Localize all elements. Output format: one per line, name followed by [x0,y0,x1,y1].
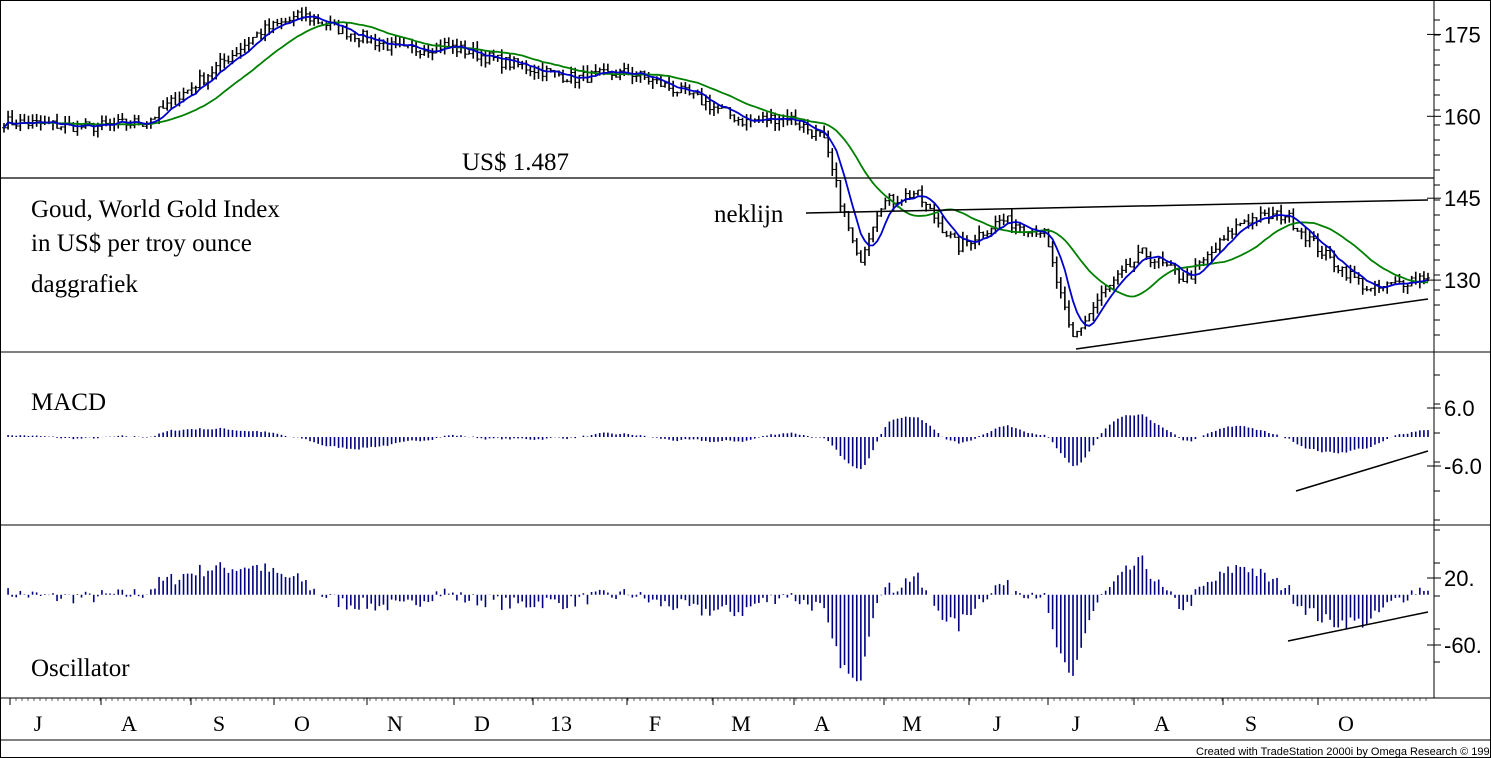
price-tick-label: 160 [1444,104,1481,129]
price-tick-label: 130 [1444,268,1481,293]
level-label: US$ 1.487 [462,149,569,176]
month-label: A [1154,711,1170,736]
oscillator-histogram [7,555,1429,682]
price-tick-label: 175 [1444,22,1481,47]
chart-title-line-2: in US$ per troy ounce [31,230,252,257]
neckline [805,199,1429,214]
oscillator-tick-label: 20. [1444,566,1475,591]
month-label: J [993,711,1002,736]
month-label: D [474,711,490,736]
price-ohlc-bars [2,6,1430,338]
x-axis-ticks: J A S O N D 13 F M A M J J A S O [9,698,1427,736]
month-label: J [1072,711,1081,736]
month-label: A [121,711,137,736]
month-label: 13 [550,711,572,736]
macd-histogram [7,414,1429,470]
oscillator-tick-label: -60. [1444,633,1482,658]
macd-title: MACD [31,389,106,416]
y-axis-ticks: 130 145 160 175 6.0 -6.0 20. -60. [1427,19,1482,663]
month-label: J [34,711,43,736]
month-label: S [213,711,225,736]
support-line [1075,298,1429,350]
month-label: S [1245,711,1257,736]
chart-title-line-1: Goud, World Gold Index [31,196,280,223]
macd-tick-label: -6.0 [1444,454,1482,479]
month-label: O [1338,711,1354,736]
moving-averages [3,15,1429,327]
oscillator-title: Oscillator [31,655,130,682]
month-label: F [649,711,661,736]
month-label: M [902,711,922,736]
ma-fast-line [3,15,1429,327]
chart-title-line-3: daggrafiek [31,271,138,298]
month-label: A [814,711,830,736]
price-tick-label: 145 [1444,186,1481,211]
ma-slow-line [3,21,1428,298]
month-label: M [731,711,751,736]
month-label: O [294,711,310,736]
oscillator-divergence-line [1287,611,1429,642]
neckline-label: neklijn [714,201,784,228]
macd-divergence-line [1295,450,1429,492]
macd-tick-label: 6.0 [1444,396,1475,421]
month-label: N [387,711,403,736]
credit-text: Created with TradeStation 2000i by Omega… [1196,746,1491,758]
trend-lines [0,177,1434,642]
